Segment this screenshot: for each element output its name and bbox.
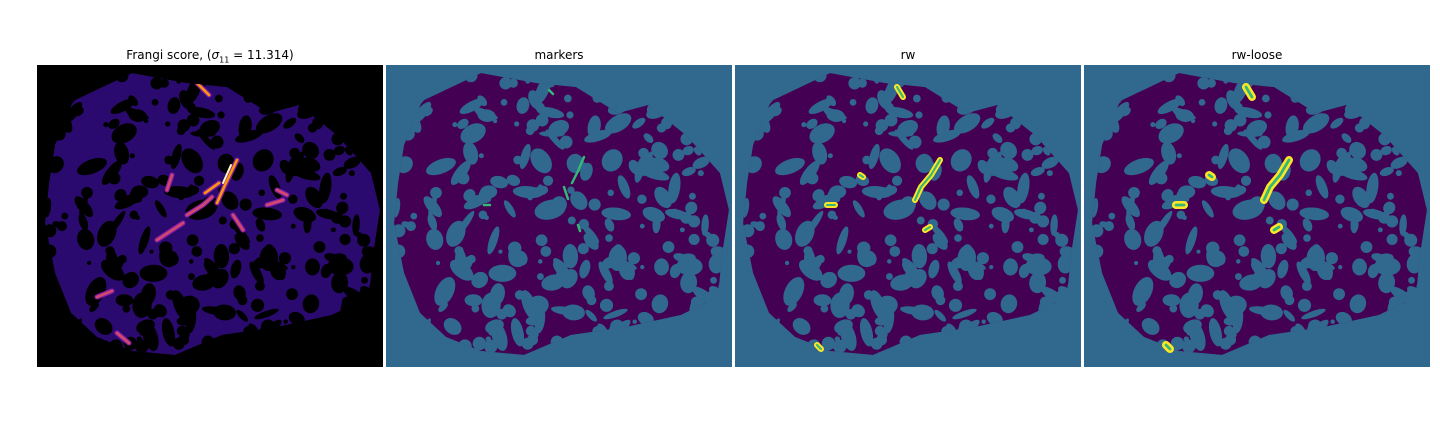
panel-title-rw-loose: rw-loose [1231,48,1283,62]
panel-title-frangi: Frangi score, (σ11 = 11.314) [37,46,383,64]
marker-stroke [576,223,582,233]
vessel-core [1207,173,1214,179]
vessel-core [815,343,823,351]
marker-stroke [547,88,555,96]
rw-image-panel [735,65,1081,367]
title-sigma: σ [211,48,220,62]
markers-image-panel [386,65,732,367]
rw-loose-image-panel [1084,65,1430,367]
marker-stroke [570,155,586,185]
title-subscript: 11 [219,55,230,65]
rw-image [735,65,1081,367]
panel-title-markers: markers [534,48,584,62]
vessel-core [1272,225,1281,232]
vessel-core [913,158,942,202]
vessel-core [1262,158,1291,202]
vessel-core [895,85,905,99]
frangi-image [37,65,383,367]
vessel-core [1164,343,1172,351]
vessel-core [1244,85,1254,99]
marker-stroke [562,185,570,201]
vessel-core [923,225,932,232]
rw-loose-image [1084,65,1430,367]
panel-title-rw: rw [900,48,916,62]
title-prefix: Frangi score, ( [126,48,212,62]
frangi-image-panel [37,65,383,367]
title-suffix: = 11.314) [229,48,294,62]
vessel-core [858,173,865,179]
markers-image [386,65,732,367]
